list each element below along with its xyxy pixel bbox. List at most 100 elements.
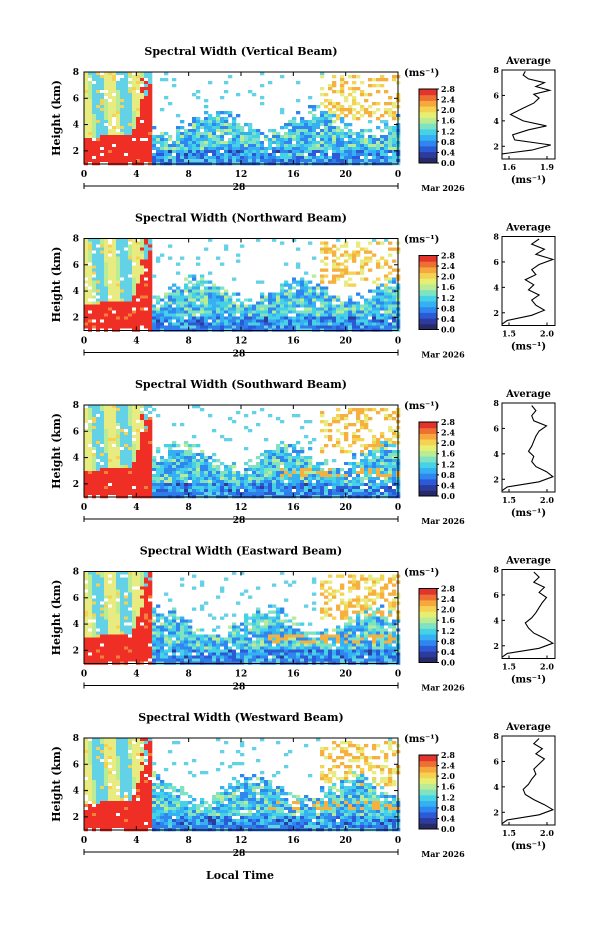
panel-2: Spectral Width (Southward Beam) Height (k… (50, 378, 556, 526)
y-tick-label: 4 (73, 121, 79, 131)
colorbar-segment (419, 478, 437, 486)
colorbar-segment (419, 628, 437, 635)
average-profile-line (501, 238, 555, 325)
x-tick-label: 16 (287, 337, 300, 347)
y-tick-label: 8 (73, 235, 79, 245)
colorbar-frame (418, 754, 438, 830)
x-tick-label: 12 (235, 337, 248, 347)
x-tick-label: 12 (235, 836, 248, 846)
average-x-axis-label: (ms⁻¹) (511, 175, 546, 186)
colorbar-frame (418, 588, 438, 663)
colorbar-segment (419, 111, 437, 118)
average-title: Average (505, 223, 551, 234)
colorbar-tick-label: 2.0 (441, 272, 455, 282)
colorbar-segment (419, 106, 437, 113)
date-month-label: Mar 2026 (421, 516, 465, 526)
panel-title: Spectral Width (Eastward Beam) (140, 545, 342, 558)
x-tick-label: 12 (235, 170, 248, 180)
colorbar-tick-label: 2.8 (441, 750, 455, 760)
average-x-tick-label: 1.5 (502, 662, 516, 672)
average-title: Average (505, 389, 551, 400)
colorbar-tick-label: 0.4 (441, 147, 455, 157)
x-tick-label: 20 (339, 170, 352, 180)
colorbar-segment (419, 622, 437, 629)
average-frame (501, 402, 556, 493)
colorbar-segment (419, 794, 437, 802)
x-tick-label: 12 (235, 670, 248, 680)
y-tick-label: 6 (73, 94, 79, 104)
colorbar-segment (419, 811, 437, 819)
x-tick-label: 0 (395, 337, 401, 347)
colorbar-tick-label: 0.8 (441, 137, 455, 147)
colorbar-segment (419, 490, 437, 497)
colorbar-tick-label: 0.4 (441, 314, 455, 324)
colorbar-segment (419, 123, 437, 130)
colorbar-segment (419, 295, 437, 302)
average-x-axis-label: (ms⁻¹) (511, 841, 546, 852)
y-tick-label: 4 (73, 620, 79, 630)
colorbar-segment (419, 760, 437, 767)
colorbar-tick-label: 2.8 (441, 584, 455, 594)
average-y-tick-label: 4 (493, 782, 499, 792)
colorbar-segment (419, 318, 437, 325)
y-tick-label: 8 (73, 734, 79, 744)
x-tick-label: 0 (395, 503, 401, 513)
colorbar-segment (419, 323, 437, 330)
x-tick-label: 0 (81, 170, 87, 180)
average-x-tick-label: 1.5 (502, 495, 516, 505)
x-tick-label: 8 (186, 170, 192, 180)
colorbar-segment (419, 272, 437, 279)
average-x-axis-label: (ms⁻¹) (511, 675, 546, 686)
average-x-axis-label: (ms⁻¹) (511, 508, 546, 519)
date-day-label: 28 (233, 516, 246, 526)
x-tick-label: 20 (339, 670, 352, 680)
colorbar-segment (419, 422, 437, 429)
date-month-label: Mar 2026 (421, 849, 465, 859)
colorbar-segment (419, 634, 437, 641)
x-tick-label: 16 (287, 836, 300, 846)
y-tick-label: 6 (73, 427, 79, 437)
panel-title: Spectral Width (Northward Beam) (135, 212, 347, 225)
colorbar-tick-label: 2.4 (441, 261, 455, 271)
colorbar-tick-label: 0.8 (441, 636, 455, 646)
average-y-tick-label: 2 (493, 141, 499, 151)
colorbar-tick-label: 0.0 (441, 824, 455, 834)
average-frame (501, 569, 556, 659)
average-x-tick-label: 2.0 (540, 329, 554, 339)
colorbar-tick-label: 1.6 (441, 615, 455, 625)
heatmap-cells (84, 72, 401, 166)
colorbar-tick-label: 0.8 (441, 803, 455, 813)
average-x-tick-label: 1.5 (502, 329, 516, 339)
colorbar-segment (419, 611, 437, 618)
colorbar-segment (419, 777, 437, 784)
colorbar-segment (419, 151, 437, 158)
y-tick-label: 4 (73, 787, 79, 797)
average-y-tick-label: 8 (493, 731, 499, 741)
y-tick-label: 6 (73, 760, 79, 770)
colorbar-tick-label: 1.6 (441, 449, 455, 459)
average-y-tick-label: 4 (493, 615, 499, 625)
colorbar-tick-label: 1.6 (441, 116, 455, 126)
average-y-tick-label: 2 (493, 807, 499, 817)
colorbar-segment (419, 145, 437, 153)
colorbar-segment (419, 261, 437, 268)
average-profile-line (501, 738, 555, 825)
x-tick-label: 0 (395, 670, 401, 680)
panel-3: Spectral Width (Eastward Beam) Height (km… (50, 545, 556, 693)
y-tick-label: 2 (73, 313, 79, 323)
x-tick-label: 0 (81, 836, 87, 846)
average-y-tick-label: 2 (493, 308, 499, 318)
colorbar-segment (419, 94, 437, 101)
average-y-tick-label: 8 (493, 565, 499, 575)
panel-1: Spectral Width (Northward Beam) Height (k… (50, 212, 556, 360)
colorbar-segment (419, 599, 437, 607)
colorbar-segment (419, 766, 437, 773)
average-y-tick-label: 8 (493, 65, 499, 75)
colorbar-tick-label: 1.2 (441, 293, 455, 303)
heatmap-cells (84, 738, 401, 832)
date-day-label: 28 (233, 849, 246, 859)
date-month-label: Mar 2026 (421, 183, 465, 193)
y-tick-label: 6 (73, 594, 79, 604)
y-tick-label: 8 (73, 68, 79, 78)
y-axis-label: Height (km) (50, 746, 63, 822)
